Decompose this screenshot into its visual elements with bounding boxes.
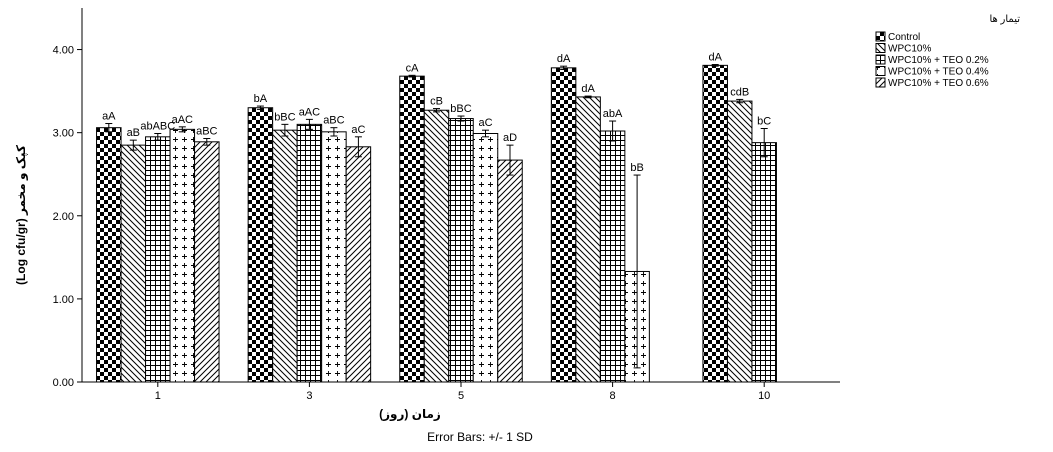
x-tick-label: 3 (306, 390, 312, 402)
bar-data-label: aAC (299, 106, 320, 118)
legend-swatch (875, 54, 886, 65)
bar-data-label: abA (603, 108, 623, 120)
bar-data-label: aC (478, 117, 492, 129)
bar (751, 142, 777, 383)
bar (96, 127, 122, 383)
x-tick-label: 1 (155, 390, 161, 402)
bar-data-label: cB (430, 96, 443, 108)
bar (272, 129, 298, 383)
bar-data-label: bC (757, 116, 771, 128)
bar-data-label: abABC (140, 120, 175, 132)
bar (575, 96, 601, 383)
bar (345, 146, 372, 383)
legend-swatch (875, 77, 886, 88)
x-tick-label: 5 (458, 390, 464, 402)
y-tick-label: 4.00 (53, 45, 74, 57)
legend-swatch (875, 43, 886, 53)
bar (423, 109, 450, 383)
bar-data-label: dA (708, 52, 722, 64)
y-tick-label: 2.00 (53, 211, 74, 223)
y-axis-title: (Log cfu/gr) کپک و مخمر (14, 145, 29, 285)
bar (169, 128, 196, 383)
bar-data-label: aA (102, 111, 116, 123)
bar-data-label: aB (127, 127, 140, 139)
bar (321, 131, 347, 383)
legend-label: WPC10% + TEO 0.2% (888, 55, 989, 66)
bar (247, 107, 274, 383)
y-tick-label: 0.00 (53, 377, 74, 389)
bar-data-label: aAC (172, 114, 193, 126)
bar (145, 136, 171, 383)
bar-data-label: cA (406, 62, 420, 74)
x-axis-title: زمان (روز) (379, 407, 441, 422)
bar (399, 75, 425, 383)
legend-swatch (875, 31, 886, 42)
y-tick-label: 1.00 (53, 294, 74, 306)
bar (497, 159, 523, 383)
bar-data-label: aD (503, 132, 517, 144)
legend-swatch (875, 66, 886, 76)
bar-data-label: bBC (274, 111, 295, 123)
legend-label: WPC10% + TEO 0.4% (888, 67, 989, 78)
error-bars-note: Error Bars: +/- 1 SD (427, 430, 533, 444)
bar-data-label: bB (630, 162, 643, 174)
bar (726, 100, 753, 383)
bar-data-label: dA (557, 53, 571, 65)
bar (296, 123, 323, 383)
bar-data-label: dA (581, 83, 595, 95)
bar-data-label: aBC (196, 125, 217, 137)
bar (550, 67, 577, 383)
bar (448, 118, 474, 383)
x-tick-label: 8 (610, 390, 616, 402)
bar-data-label: cdB (730, 86, 749, 98)
bar-data-label: aC (351, 124, 365, 136)
bar-data-label: bA (254, 93, 268, 105)
bar (599, 130, 626, 383)
legend-title: تیمار ها (989, 14, 1020, 25)
bar-data-label: bBC (450, 103, 471, 115)
legend-label: WPC10% (888, 44, 931, 55)
bar (702, 64, 728, 383)
legend-label: Control (888, 32, 920, 43)
legend-label: WPC10% + TEO 0.6% (888, 78, 989, 89)
bar (120, 144, 147, 383)
bar-data-label: aBC (323, 115, 344, 127)
y-tick-label: 3.00 (53, 128, 74, 140)
x-tick-label: 10 (758, 390, 770, 402)
bar (194, 141, 220, 383)
bar (472, 132, 499, 383)
